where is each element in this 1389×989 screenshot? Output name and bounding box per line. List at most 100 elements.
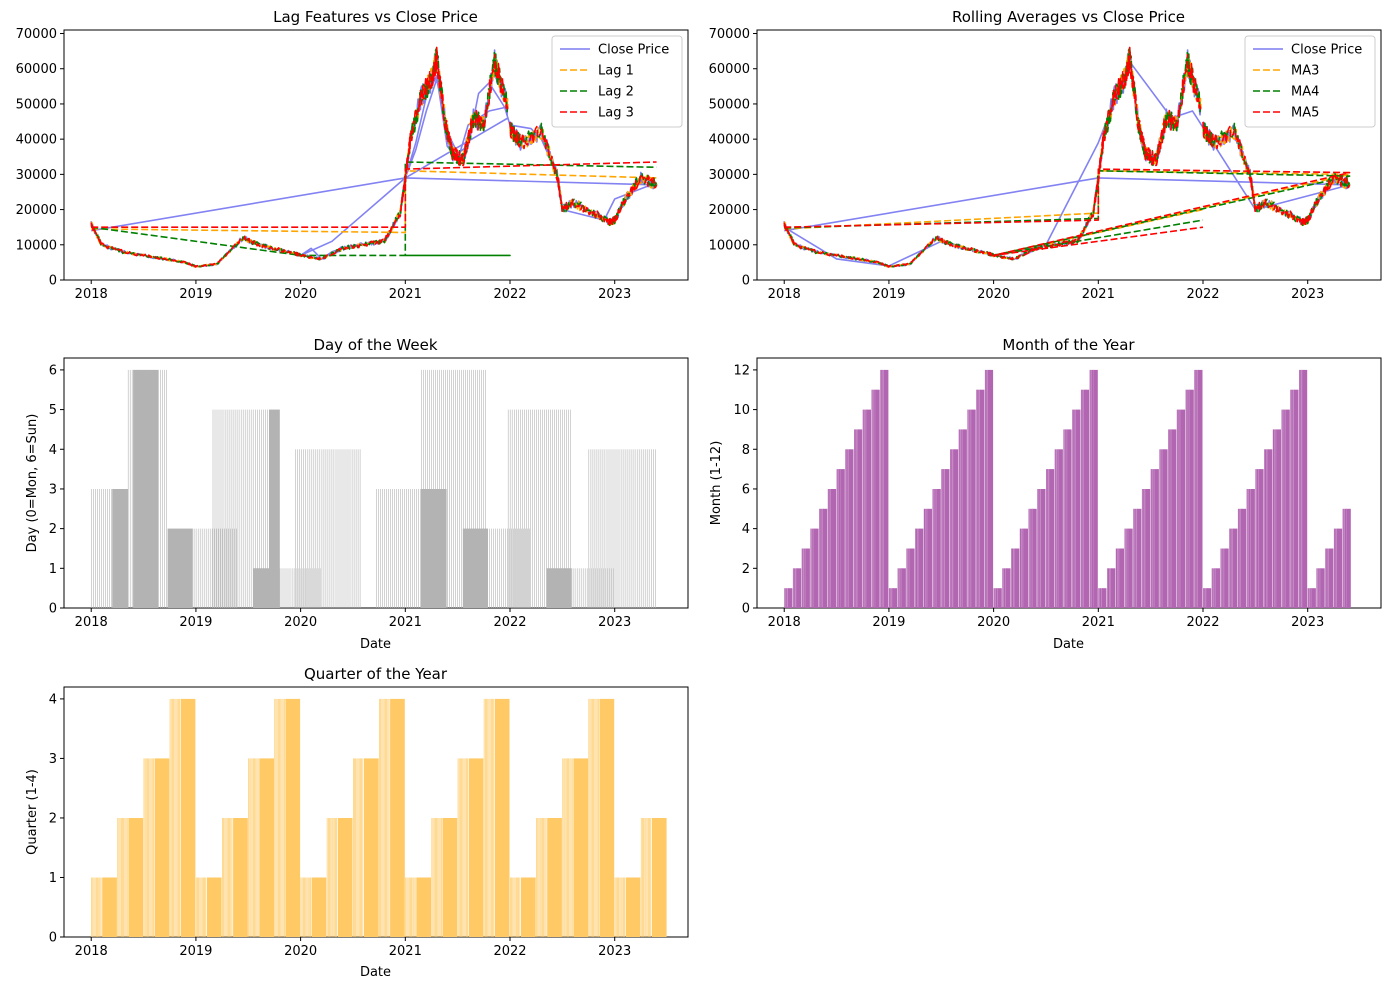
month-bar-block [1172,429,1177,608]
dow-bar [513,528,514,608]
dow-y-tick-label: 6 [49,363,57,378]
dow-bar [461,369,462,608]
month-bar [1100,588,1102,608]
dow-bar [518,409,519,608]
quarter-bar [379,698,380,937]
lag-legend-box [551,35,683,128]
quarter-x-axis-label: Date [360,965,391,980]
dow-bar [301,568,303,608]
quarter-bar [278,698,279,937]
month-bar [1275,429,1277,608]
month-bar [1054,449,1056,608]
dow-bar [449,369,450,608]
quarter-bar [562,758,564,937]
month-x-tick-label: 2020 [977,615,1010,630]
month-bar [1126,528,1128,608]
month-bar [1281,409,1283,608]
quarter-bar [568,758,569,937]
quarter-bar [358,758,360,937]
quarter-bar [435,818,436,937]
month-bar [1083,389,1084,608]
quarter-bar [360,758,361,937]
month-bar [1223,548,1225,608]
dow-bar [99,489,100,608]
month-bar [1151,469,1153,608]
dow-bar [309,568,311,608]
quarter-bar [303,877,304,937]
month-bar [907,548,908,608]
quarter-bar [596,698,598,937]
dow-bar [445,369,446,608]
month-bar-block [884,369,889,608]
month-bar [1214,568,1216,608]
dow-bar [224,528,225,608]
dow-bar [644,449,646,608]
quarter-bar [99,877,101,937]
month-bar-block [1215,568,1220,608]
month-bar [812,528,814,608]
month-bar [845,449,846,608]
quarter-bar [274,698,276,937]
month-bar [803,548,804,608]
month-bar [801,548,803,608]
quarter-bar [458,758,460,937]
month-bar [1072,409,1074,608]
month-bar [1022,528,1024,608]
month-bar [1240,508,1242,608]
month-bar [1221,548,1222,608]
month-bar [1283,409,1285,608]
quarter-bar [329,818,330,937]
month-bar [1185,389,1187,608]
month-bar-block [1268,449,1273,608]
month-bar [1101,588,1102,608]
month-bar [1344,508,1346,608]
dow-bar [435,369,436,608]
lag-y-tick-label: 0 [49,274,57,289]
month-bar [1153,469,1155,608]
quarter-bar [598,698,599,937]
month-bar [855,429,857,608]
month-bar [1301,369,1303,608]
dow-bar [489,528,490,608]
dow-bar [596,449,598,608]
lag-x-tick-label: 2021 [389,287,422,302]
month-chart-title: Month of the Year [1002,336,1135,354]
quarter-bar [150,758,152,937]
quarter-bar [544,818,546,937]
ma-plot-area [783,46,1351,268]
quarter-bar [569,758,571,937]
quarter-bar [356,758,358,937]
dow-bar [232,528,233,608]
month-bar [1248,489,1250,608]
dow-bar [485,369,486,608]
month-bar [1267,449,1268,608]
month-bar [1134,508,1136,608]
quarter-bar [461,758,462,937]
dow-bar [313,568,315,608]
month-bar [1293,389,1294,608]
dow-bar [410,489,411,608]
quarter-bar [431,818,433,937]
dow-bar [584,568,586,608]
month-bar [1125,528,1126,608]
month-bar [951,449,953,608]
quarter-bar [413,877,415,937]
month-bar [1072,409,1073,608]
month-bar [934,489,936,608]
lag-series-lag-2 [91,161,657,257]
quarter-bar [441,818,442,937]
quarter-bar [618,877,619,937]
quarter-bar [170,698,172,937]
dow-bar [640,449,642,608]
month-bar-block [1111,568,1116,608]
month-bar [856,429,857,608]
quarter-bar [491,698,492,937]
quarter-y-axis-label: Quarter (1-4) [25,769,40,855]
quarter-bar [124,818,126,937]
dow-bar [331,449,333,608]
dow-bar [281,568,283,608]
quarter-bar-block [285,698,301,937]
month-bar [976,389,978,608]
quarter-bar [119,818,121,937]
quarter-bar [492,698,493,937]
